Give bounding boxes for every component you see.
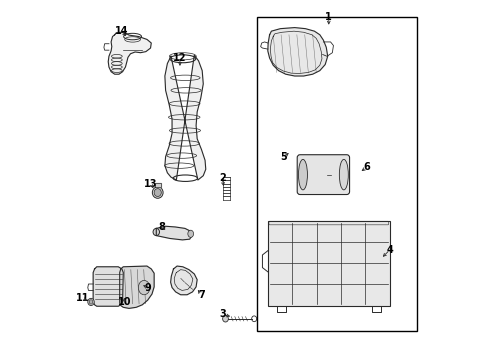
Polygon shape	[170, 266, 197, 295]
Ellipse shape	[298, 159, 307, 190]
Text: 10: 10	[118, 297, 131, 307]
Text: 5: 5	[280, 152, 287, 162]
Text: 6: 6	[362, 162, 369, 172]
Ellipse shape	[153, 228, 159, 235]
Polygon shape	[155, 183, 160, 187]
Ellipse shape	[339, 159, 347, 190]
Text: 2: 2	[219, 173, 225, 183]
Text: 7: 7	[198, 290, 204, 300]
Bar	[267, 221, 389, 306]
Text: 9: 9	[144, 283, 151, 293]
Ellipse shape	[88, 298, 94, 306]
Polygon shape	[120, 266, 154, 309]
Ellipse shape	[89, 300, 93, 304]
Text: 13: 13	[143, 179, 157, 189]
Polygon shape	[93, 267, 123, 306]
Ellipse shape	[138, 280, 149, 295]
Bar	[257, 17, 416, 330]
Text: 1: 1	[325, 12, 331, 22]
Ellipse shape	[152, 187, 163, 198]
Ellipse shape	[187, 230, 193, 237]
Text: 14: 14	[115, 26, 128, 36]
Polygon shape	[156, 226, 192, 240]
Text: 12: 12	[173, 53, 186, 63]
Polygon shape	[108, 32, 151, 74]
Ellipse shape	[154, 189, 161, 197]
Text: 3: 3	[219, 310, 225, 319]
Text: 4: 4	[386, 245, 392, 255]
Polygon shape	[267, 28, 327, 76]
Text: 11: 11	[76, 293, 89, 303]
Polygon shape	[164, 55, 205, 180]
Text: 8: 8	[158, 222, 165, 231]
Ellipse shape	[222, 316, 228, 322]
FancyBboxPatch shape	[297, 155, 349, 194]
